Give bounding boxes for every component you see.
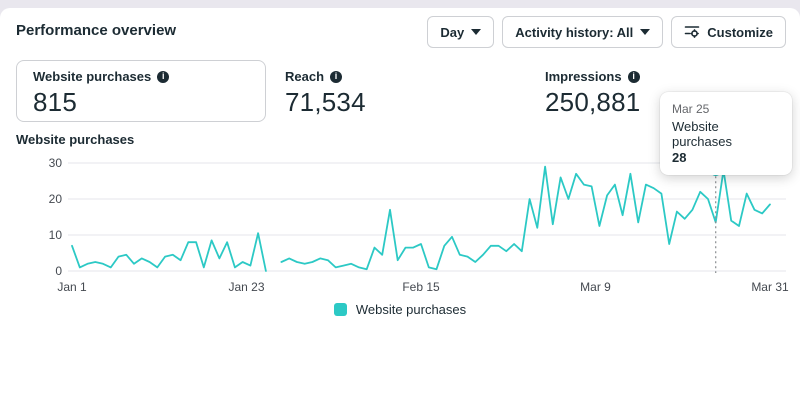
customize-label: Customize [707, 24, 773, 40]
day-dropdown[interactable]: Day [427, 16, 495, 48]
svg-text:Jan 23: Jan 23 [228, 280, 264, 294]
svg-text:Jan 1: Jan 1 [57, 280, 87, 294]
metric-value: 250,881 [545, 87, 641, 117]
performance-overview-panel: Performance overview Day Activity histor… [0, 8, 800, 400]
page-title: Performance overview [16, 22, 177, 39]
legend-label: Website purchases [355, 302, 467, 317]
customize-button[interactable]: Customize [671, 16, 786, 48]
tooltip-metric: Website purchases [672, 119, 732, 149]
chart-tooltip: Mar 25 Website purchases 28 [660, 92, 792, 175]
svg-text:Feb 15: Feb 15 [402, 280, 440, 294]
chart-legend: Website purchases [0, 302, 800, 317]
info-icon[interactable] [330, 70, 343, 83]
metric-card-reach[interactable]: Reach 71,534 [285, 60, 515, 122]
info-icon[interactable] [157, 70, 170, 83]
metric-card-website-purchases[interactable]: Website purchases 815 [16, 60, 266, 122]
metric-label: Reach [285, 69, 325, 84]
metric-value: 71,534 [285, 87, 366, 117]
activity-history-label: Activity history: All [515, 24, 634, 40]
legend-swatch-icon [333, 303, 347, 316]
metric-card-impressions[interactable]: Impressions 250,881 [545, 60, 775, 122]
info-icon[interactable] [627, 70, 640, 83]
svg-text:Mar 9: Mar 9 [580, 280, 611, 294]
chevron-down-icon [640, 29, 651, 35]
svg-text:30: 30 [49, 156, 63, 170]
metric-value: 815 [33, 87, 77, 117]
metric-label: Impressions [545, 69, 622, 84]
purchases-line-chart[interactable]: 0 10 20 30 Jan 1 Jan 23 Feb 15 Mar 9 Mar 31 [0, 155, 800, 300]
chart-title: Website purchases [16, 132, 135, 147]
chevron-down-icon [471, 29, 482, 35]
svg-text:0: 0 [55, 264, 62, 278]
metric-label: Website purchases [33, 69, 152, 84]
svg-text:10: 10 [49, 228, 63, 242]
tooltip-date: Mar 25 [672, 102, 710, 116]
toolbar: Day Activity history: All [427, 16, 786, 48]
svg-text:Mar 31: Mar 31 [751, 280, 789, 294]
svg-text:20: 20 [49, 192, 63, 206]
day-dropdown-label: Day [440, 24, 465, 40]
activity-history-dropdown[interactable]: Activity history: All [502, 16, 664, 48]
tooltip-value: 28 [672, 150, 687, 165]
customize-icon [684, 23, 700, 42]
